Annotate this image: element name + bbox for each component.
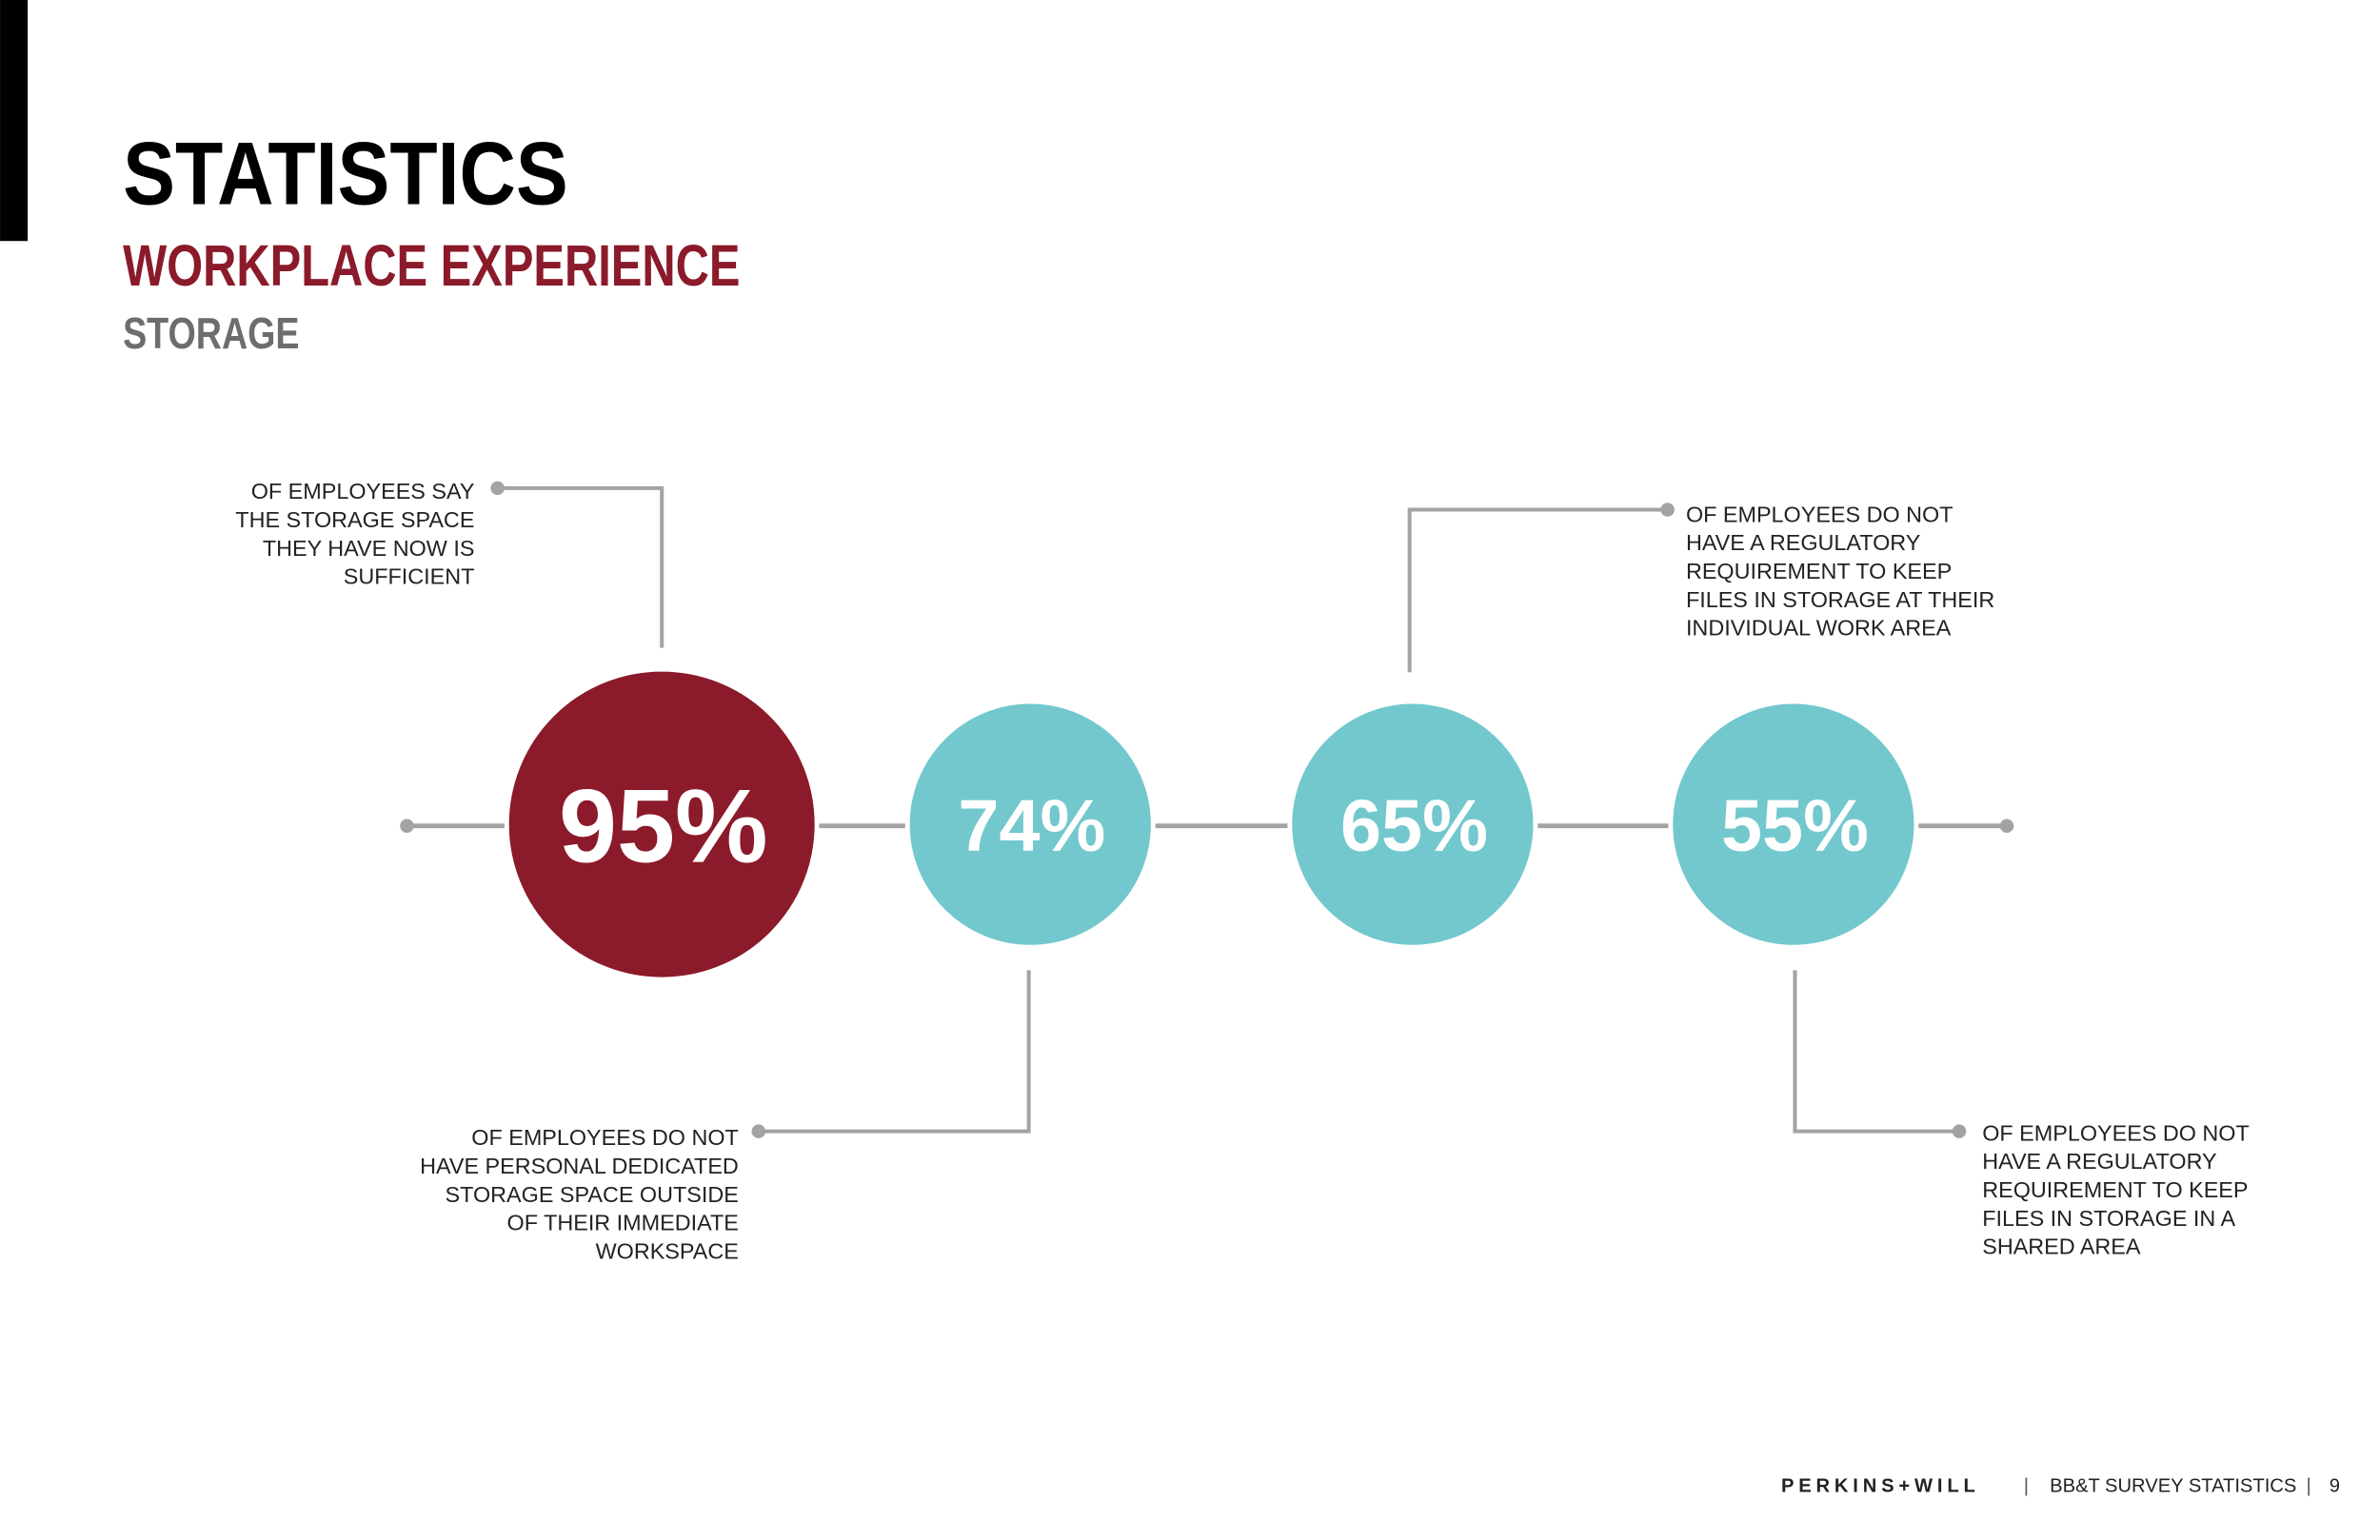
timeline-dot xyxy=(400,819,414,833)
connector xyxy=(758,970,1031,1134)
stat-value: 65% xyxy=(1340,785,1488,867)
stat-description: SUFFICIENT xyxy=(344,564,475,589)
timeline-dot xyxy=(1999,819,2014,833)
stat-description: HAVE A REGULATORY xyxy=(1686,530,1921,555)
stat-description: THE STORAGE SPACE xyxy=(235,507,474,532)
footer-report: BB&T SURVEY STATISTICS xyxy=(2050,1476,2296,1497)
accent-bar xyxy=(0,0,29,242)
stat-circle xyxy=(504,666,820,982)
footer-page: 9 xyxy=(2330,1476,2340,1497)
stat-value: 74% xyxy=(958,785,1105,867)
subtitle: WORKPLACE EXPERIENCE xyxy=(123,233,740,298)
stats: 95% OF EMPLOYEES SAY THE STORAGE SPACE THEY… xyxy=(235,479,2249,1263)
stat-description: FILES IN STORAGE IN A xyxy=(1982,1206,2235,1231)
connector xyxy=(1407,507,1668,673)
stat-description: WORKSPACE xyxy=(596,1239,739,1264)
stat-description: OF THEIR IMMEDIATE xyxy=(507,1211,739,1235)
footer-separator: | xyxy=(2024,1476,2029,1497)
connector-dot xyxy=(751,1124,766,1138)
title: STATISTICS xyxy=(123,124,568,224)
stat-description: REQUIREMENT TO KEEP xyxy=(1686,559,1952,583)
stat-description: OF EMPLOYEES DO NOT xyxy=(1686,502,1954,526)
stat-description: FILES IN STORAGE AT THEIR xyxy=(1686,587,1994,612)
stat-value: 95% xyxy=(559,769,767,885)
footer-separator: | xyxy=(2307,1476,2311,1497)
connector xyxy=(1793,970,1960,1134)
stat-description: OF EMPLOYEES DO NOT xyxy=(471,1125,739,1150)
connector-dot xyxy=(490,481,505,496)
stat-description: STORAGE SPACE OUTSIDE xyxy=(446,1182,739,1207)
stat-description: REQUIREMENT TO KEEP xyxy=(1982,1177,2248,1202)
footer-brand: PERKINS+WILL xyxy=(1781,1476,1980,1497)
connector-dot xyxy=(1660,503,1675,517)
stat-circle xyxy=(904,699,1156,950)
connector-dot xyxy=(1952,1124,1967,1138)
stat-description: SHARED AREA xyxy=(1982,1234,2141,1259)
section: STORAGE xyxy=(123,308,299,358)
stat-description: THEY HAVE NOW IS xyxy=(263,536,475,561)
stat-description: HAVE PERSONAL DEDICATED xyxy=(420,1154,739,1178)
stat-description: HAVE A REGULATORY xyxy=(1982,1149,2217,1174)
stat-value: 55% xyxy=(1721,785,1869,867)
connector xyxy=(497,485,664,648)
stat-circle xyxy=(1668,699,1919,950)
stat-description: OF EMPLOYEES SAY xyxy=(251,479,475,503)
stat-circle xyxy=(1287,699,1538,950)
stat-description: INDIVIDUAL WORK AREA xyxy=(1686,616,1952,641)
footer: PERKINS+WILL | BB&T SURVEY STATISTICS | … xyxy=(1781,1476,2340,1497)
stat-description: OF EMPLOYEES DO NOT xyxy=(1982,1120,2250,1145)
